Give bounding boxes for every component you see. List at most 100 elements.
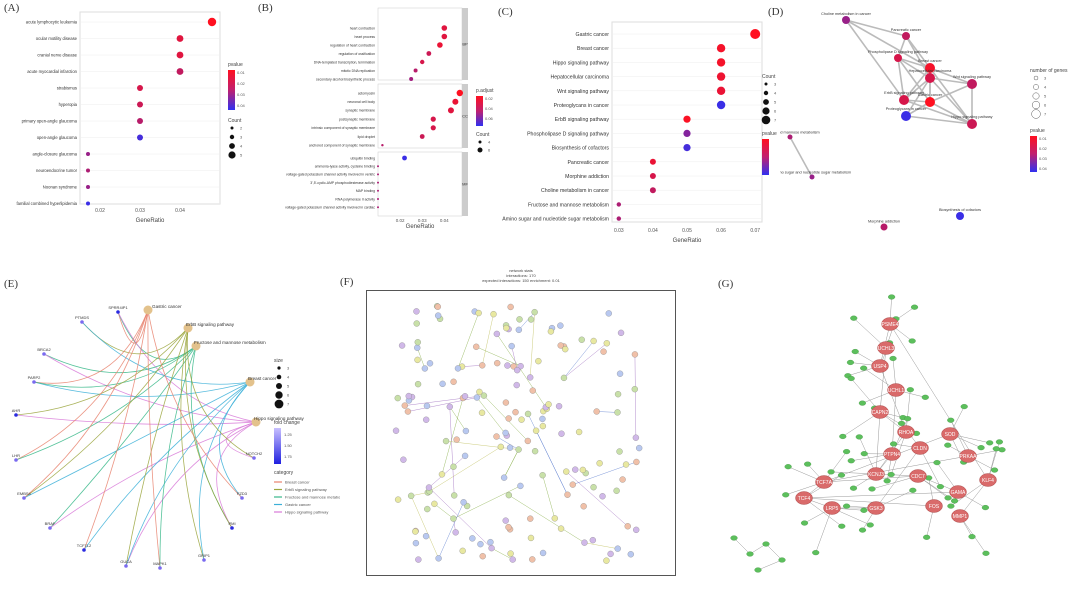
panel-f-node	[509, 556, 516, 563]
panel-g-hub-label: TCF4	[798, 496, 811, 502]
panel-c-term-labels: Gastric cancer Breast cancer Hippo signali…	[502, 32, 609, 223]
panel-d-legend-p-values: 0.01 0.02 0.03 0.04	[1039, 136, 1048, 171]
panel-a-dots	[86, 17, 217, 206]
panel-f-node	[475, 309, 482, 317]
panel-d-node	[902, 32, 910, 40]
panel-d-edge	[929, 77, 973, 125]
panel-f-edge	[417, 347, 426, 369]
panel-d-legend-size-circle	[1031, 100, 1040, 109]
panel-a-xlabel: GeneRatio	[136, 218, 165, 224]
panel-d-node	[925, 63, 935, 73]
panel-f-node	[407, 492, 415, 499]
panel-d-node-label: Amino sugar and nucleotide sugar metabol…	[780, 171, 851, 175]
panel-g-leaf-node	[855, 434, 863, 440]
panel-g-hub-node	[815, 475, 833, 489]
panel-e-legend-fc-value: 1.75	[284, 454, 293, 459]
panel-b-tick: 0.04	[440, 218, 449, 223]
panel-f-edge	[542, 475, 556, 519]
panel-d-node	[894, 54, 902, 62]
panel-g-hub-label: CAPN2	[872, 410, 889, 416]
panel-f-node	[414, 339, 421, 346]
panel-f-node	[508, 342, 515, 350]
panel-c-term-label: Hepatocellular carcinoma	[550, 75, 609, 81]
panel-g-leaf-node	[838, 523, 846, 529]
panel-g-leaf-node	[762, 541, 770, 547]
panel-e-gene-label: GUCA	[120, 559, 132, 564]
panel-g-edge	[815, 507, 833, 553]
panel-b-legend-count-dot	[478, 140, 482, 144]
panel-c-label: (C)	[498, 6, 513, 18]
panel-b-term-labels: heart contraction heart process regulation…	[285, 26, 375, 209]
panel-d-edge	[845, 19, 905, 101]
panel-g-leaf-node	[951, 498, 959, 504]
panel-g-leaf-node	[910, 304, 919, 310]
panel-c-legend-count-value: 3	[774, 82, 777, 87]
panel-b-dot	[456, 89, 463, 97]
panel-f-node	[487, 538, 494, 546]
panel-g-hub-label: GSK3	[869, 506, 883, 512]
panel-e-pathway-node	[191, 341, 201, 351]
panel-f-node	[507, 550, 514, 557]
panel-c-legend-count-dot	[761, 115, 771, 125]
panel-f-node	[422, 532, 430, 540]
panel-g-leaf-node	[889, 355, 897, 362]
panel-f-node	[490, 311, 497, 318]
panel-e-edge	[15, 309, 149, 461]
panel-d-edge	[897, 57, 905, 101]
panel-d-legend-p-value: 0.01	[1039, 136, 1048, 141]
panel-f-edge	[503, 449, 519, 478]
panel-d-edge	[903, 67, 931, 101]
panel-c-term-label: Choline metabolism in cancer	[541, 188, 609, 194]
panel-d-edge	[929, 67, 973, 85]
panel-g-hub-node	[823, 501, 841, 515]
panel-b-facet-panel	[377, 83, 463, 149]
panel-f-node	[512, 409, 519, 416]
panel-g-hub-node	[871, 405, 889, 419]
panel-g-hub-label: UCHL1	[888, 388, 905, 394]
panel-f-edge	[482, 314, 494, 366]
panel-f-edge	[461, 365, 483, 367]
panel-f-node	[589, 537, 596, 544]
panel-b-dot	[430, 125, 436, 131]
panel-f-node	[507, 303, 514, 311]
panel-f-node	[539, 472, 546, 479]
panel-a-dot	[137, 118, 143, 124]
panel-e-gene-label: LHR	[12, 453, 20, 458]
panel-c-tick: 0.06	[716, 228, 726, 234]
panel-f-node	[547, 328, 555, 335]
panel-c-term-label: Gastric cancer	[576, 32, 610, 38]
panel-f-node	[557, 342, 564, 349]
panel-d-legend-p-value: 0.03	[1039, 156, 1048, 161]
panel-f-node	[450, 378, 457, 385]
panel-d-node-label: Choline metabolism in cancer	[821, 12, 872, 16]
panel-f-node	[562, 346, 569, 353]
panel-c-tick: 0.05	[682, 228, 692, 234]
panel-b-dot	[420, 59, 425, 65]
panel-e-legend-fc-value: 1.25	[284, 432, 293, 437]
panel-e-edge	[117, 311, 257, 423]
panel-e-gene-label: TCF7L2	[77, 543, 92, 548]
panel-g-hub-label: CDC7	[911, 474, 925, 480]
panel-c-dot	[716, 58, 726, 67]
panel-d-node-label: Hepatocellular carcinoma	[909, 69, 953, 73]
panel-f-node	[590, 484, 597, 491]
panel-e-edge	[15, 327, 189, 416]
panel-g-leaf-node	[908, 338, 916, 344]
panel-f-node	[505, 524, 512, 531]
panel-d-legend-size-value: 6	[1044, 103, 1047, 108]
panel-b-facet-name: CC	[462, 114, 468, 119]
panel-e-edge	[225, 421, 257, 459]
panel-g-label: (G)	[718, 278, 734, 290]
panel-b-term-label: heart contraction	[350, 26, 375, 30]
panel-e-edges	[15, 309, 257, 569]
panel-b-legend-colorbar	[476, 96, 483, 126]
panel-e-edge	[49, 345, 197, 529]
panel-a-legend-count-value: 2	[240, 126, 243, 131]
panel-c-dot	[716, 72, 726, 81]
panel-f-node	[493, 433, 500, 440]
panel-g-leaf-node	[904, 416, 912, 422]
panel-b-dot	[452, 98, 459, 105]
panel-f-node	[517, 482, 524, 490]
panel-c-dot	[649, 158, 656, 165]
panel-f-edge	[404, 395, 484, 406]
